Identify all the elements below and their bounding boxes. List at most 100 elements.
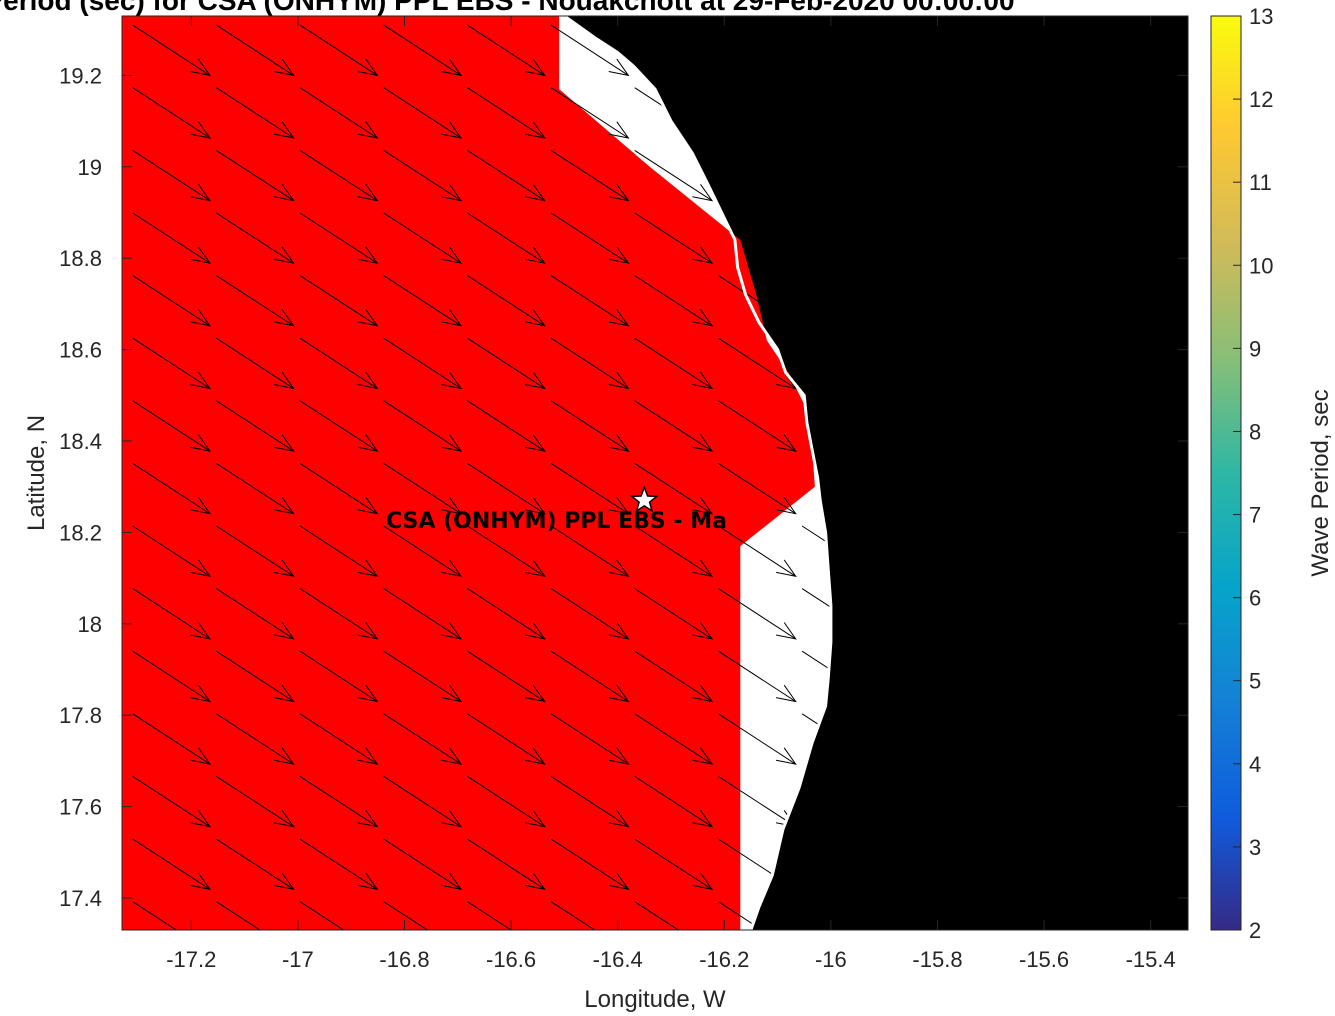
y-axis-label: Latitude, N xyxy=(23,415,50,531)
wave-vector xyxy=(550,400,630,452)
colorbar: 2 3 4 5 6 7 8 9 10 11 12 13 Wave Period, sec xyxy=(1210,4,1334,943)
wave-vector-shaft xyxy=(718,901,763,930)
wave-vector-head xyxy=(525,559,546,578)
wave-vector xyxy=(132,588,212,640)
wave-vector-shaft xyxy=(467,337,545,389)
wave-vector xyxy=(718,588,797,640)
wave-vector-head xyxy=(525,434,546,452)
wave-vector-shaft xyxy=(634,901,680,930)
wave-vector-shaft xyxy=(718,713,796,765)
wave-vector xyxy=(467,337,546,390)
wave-vector-shaft xyxy=(467,24,545,76)
wave-vector-shaft xyxy=(132,775,211,828)
wave-vector xyxy=(132,901,178,930)
wave-vector-shaft xyxy=(299,838,378,890)
wave-vector-head xyxy=(525,184,546,202)
wave-vector-head xyxy=(608,246,630,264)
wave-vector xyxy=(299,87,379,139)
wave-vector xyxy=(467,838,546,891)
wave-vector xyxy=(383,901,461,952)
wave-vector xyxy=(299,462,379,515)
colorbar-tick-label: 13 xyxy=(1249,4,1273,29)
wave-vector xyxy=(216,87,295,139)
wave-vector-shaft xyxy=(299,87,378,139)
wave-vector-shaft xyxy=(299,462,378,515)
wave-vector-shaft xyxy=(383,775,462,828)
wave-vector-shaft xyxy=(634,650,713,702)
wave-vector-head xyxy=(190,434,212,452)
wave-vector xyxy=(216,588,295,640)
wave-vector-head xyxy=(525,747,546,765)
wave-vector-shaft xyxy=(299,337,378,389)
wave-vector-shaft xyxy=(550,713,629,765)
wave-vector-head xyxy=(525,58,546,77)
wave-vector-head xyxy=(859,684,881,703)
wave-vector-shaft xyxy=(383,212,462,264)
wave-vector-shaft xyxy=(299,650,378,702)
wave-vector-head xyxy=(357,872,379,891)
wave-vector-head xyxy=(692,872,714,891)
wave-vector-head xyxy=(273,309,295,327)
wave-vector-head xyxy=(273,246,295,264)
wave-vector-head xyxy=(859,747,881,765)
wave-vector-head xyxy=(273,559,295,578)
wave-vector xyxy=(132,713,212,765)
wave-vector-shaft xyxy=(801,525,880,577)
wave-vector-head xyxy=(441,810,463,828)
wave-vector-head xyxy=(273,747,295,765)
wave-vector xyxy=(132,400,212,452)
wave-vector-shaft xyxy=(299,713,378,765)
x-tick-label: -15.8 xyxy=(912,947,962,972)
wave-vector-head xyxy=(358,936,378,952)
wave-vector-head xyxy=(441,434,463,452)
wave-vector-shaft xyxy=(550,775,629,828)
wave-vector-head xyxy=(692,309,714,327)
wave-vector-head xyxy=(441,184,463,202)
wave-vector-head xyxy=(608,497,630,515)
wave-vector-shaft xyxy=(299,525,378,577)
wave-vector-shaft xyxy=(299,901,345,930)
wave-vector-shaft xyxy=(634,775,713,828)
wave-vector xyxy=(467,525,546,578)
wave-vector xyxy=(132,650,212,703)
wave-vector xyxy=(383,713,463,765)
wave-vector-head xyxy=(608,58,630,77)
wave-vector-shaft xyxy=(132,462,211,515)
wave-vector-head xyxy=(692,747,714,765)
wave-vector-head xyxy=(190,121,212,139)
wave-vector xyxy=(550,337,630,390)
wave-vector-shaft xyxy=(467,212,545,264)
wave-vector xyxy=(299,24,379,77)
wave-vector-shaft xyxy=(550,838,629,890)
wave-vector-head xyxy=(357,622,379,640)
wave-vector xyxy=(550,713,630,765)
wave-vector-head xyxy=(525,497,546,515)
wave-direction-vectors xyxy=(132,24,881,952)
wave-vector xyxy=(467,24,546,77)
wave-vector-head xyxy=(190,58,212,77)
wave-vector-head xyxy=(357,434,379,452)
wave-vector-head xyxy=(441,559,463,578)
wave-vector-shaft xyxy=(718,462,796,515)
wave-vector-head xyxy=(441,936,461,952)
x-tick-label: -17.2 xyxy=(166,947,216,972)
wave-vector-shaft xyxy=(383,149,462,202)
colorbar-tick-label: 9 xyxy=(1249,336,1261,361)
wave-vector xyxy=(634,149,714,202)
wave-vector-head xyxy=(608,371,630,390)
wave-vector-head xyxy=(692,121,714,139)
wave-vector xyxy=(299,588,379,640)
wave-vector-shaft xyxy=(634,149,713,202)
wave-vector-shaft xyxy=(634,400,713,452)
wave-vector-head xyxy=(608,747,630,765)
wave-vector-shaft xyxy=(132,901,178,930)
wave-vector xyxy=(634,775,714,828)
wave-vector xyxy=(216,901,261,930)
wave-vector-shaft xyxy=(216,337,294,389)
y-tick-label: 17.6 xyxy=(59,795,102,820)
wave-vector-shaft xyxy=(550,337,629,389)
wave-vector xyxy=(132,87,212,139)
wave-vector-head xyxy=(776,309,797,327)
wave-vector-shaft xyxy=(467,462,545,515)
wave-vector xyxy=(550,650,630,703)
